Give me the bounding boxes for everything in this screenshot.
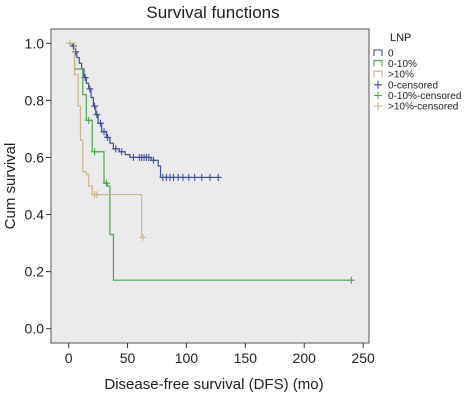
- censored-mark: [96, 119, 104, 127]
- censored-mark: [93, 191, 101, 199]
- legend-entry: >10%: [388, 70, 414, 81]
- plot-series: [66, 39, 355, 284]
- legend-censor-swatch: [374, 102, 382, 110]
- chart-title: Survival functions: [146, 3, 279, 22]
- y-tick-label: 0.4: [25, 207, 45, 223]
- censored-mark: [85, 116, 93, 124]
- censored-mark: [191, 173, 199, 181]
- censored-mark: [104, 133, 112, 141]
- legend-line-swatch: [373, 60, 383, 67]
- censored-mark: [206, 173, 214, 181]
- censored-mark: [86, 85, 94, 93]
- censored-mark: [347, 276, 355, 284]
- censored-mark: [185, 173, 193, 181]
- x-axis: 0 50 100 150 200 250: [65, 343, 375, 366]
- y-tick-label: 0.2: [25, 264, 45, 280]
- legend-censor-swatch: [374, 91, 382, 100]
- x-tick-label: 200: [293, 350, 317, 366]
- censored-mark: [129, 153, 137, 161]
- censored-mark: [93, 111, 101, 119]
- y-tick-label: 0.6: [25, 149, 45, 165]
- censored-mark: [102, 179, 110, 187]
- legend-censor-swatch: [374, 80, 382, 89]
- survival-line-0-10-: [68, 42, 352, 281]
- plot-area: [50, 28, 370, 344]
- legend-entry: 0-10%: [388, 59, 417, 70]
- censored-mark: [198, 173, 206, 181]
- legend: LNP 00-10%>10%0-censored0-10%-censored>1…: [373, 32, 461, 113]
- legend-entry: >10%-censored: [388, 102, 458, 113]
- legend-title: LNP: [390, 32, 411, 44]
- censored-mark: [139, 233, 147, 241]
- legend-line-swatch: [373, 70, 383, 78]
- y-axis-label: Cum survival: [2, 143, 19, 230]
- y-axis: 0.0 0.2 0.4 0.6 0.8 1.0: [25, 35, 51, 337]
- censored-mark: [72, 48, 80, 56]
- x-axis-label: Disease-free survival (DFS) (mo): [104, 376, 323, 393]
- censored-mark: [91, 102, 99, 110]
- x-tick-label: 100: [175, 350, 199, 366]
- x-tick-label: 150: [234, 350, 258, 366]
- legend-entry: 0-10%-censored: [388, 91, 461, 102]
- y-tick-label: 1.0: [25, 35, 45, 51]
- x-tick-label: 0: [65, 350, 73, 366]
- censored-mark: [118, 148, 126, 156]
- y-tick-label: 0.8: [25, 92, 45, 108]
- censored-mark: [100, 128, 108, 136]
- y-tick-label: 0.0: [25, 321, 45, 337]
- censored-mark: [145, 153, 153, 161]
- x-tick-label: 250: [351, 350, 375, 366]
- censored-mark: [214, 173, 222, 181]
- censored-mark: [91, 148, 99, 156]
- legend-entry: 0-censored: [388, 80, 438, 91]
- x-tick-label: 50: [120, 350, 136, 366]
- survival-line--10-: [68, 42, 143, 238]
- censored-mark: [112, 145, 120, 153]
- censored-mark: [149, 156, 157, 164]
- censored-mark: [179, 173, 187, 181]
- legend-line-swatch: [373, 49, 383, 56]
- legend-entry: 0: [388, 49, 394, 60]
- censored-mark: [66, 39, 74, 47]
